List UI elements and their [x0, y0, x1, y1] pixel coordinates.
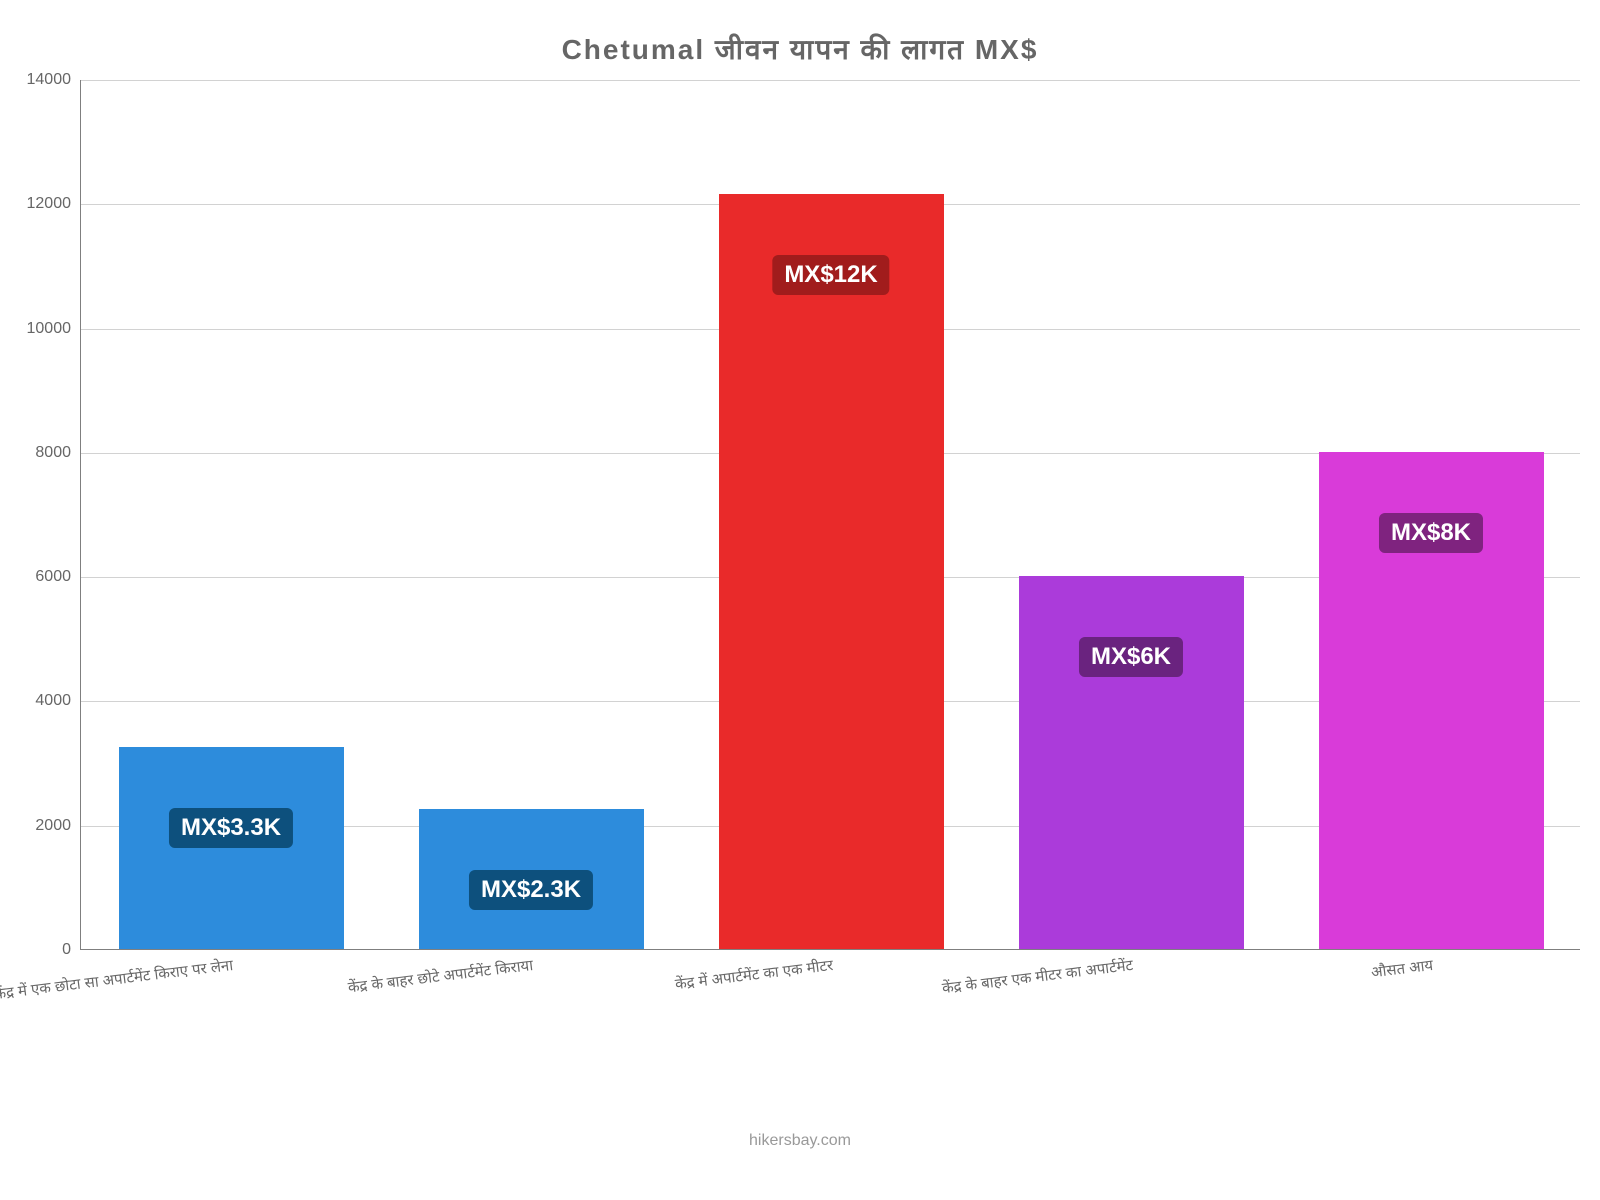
y-tick-label: 6000 [35, 568, 81, 586]
x-tick-label: केंद्र के बाहर एक मीटर का अपार्टमेंट [873, 949, 1134, 1006]
y-tick-label: 8000 [35, 444, 81, 462]
plot-area: 02000400060008000100001200014000MX$3.3Kक… [80, 80, 1580, 950]
y-tick-label: 10000 [27, 320, 82, 338]
gridline [81, 80, 1580, 81]
x-tick-label: औसत आय [1173, 949, 1434, 1006]
y-tick-label: 0 [62, 941, 81, 959]
value-label: MX$2.3K [469, 870, 593, 910]
x-tick-label: केंद्र में अपार्टमेंट का एक मीटर [573, 949, 834, 1006]
bar [1019, 576, 1244, 949]
value-label: MX$3.3K [169, 808, 293, 848]
y-tick-label: 4000 [35, 692, 81, 710]
y-tick-label: 12000 [27, 195, 82, 213]
attribution-text: hikersbay.com [0, 1132, 1600, 1150]
bar [719, 194, 944, 949]
x-tick-label: केंद्र में एक छोटा सा अपार्टमेंट किराए प… [0, 949, 234, 1006]
value-label: MX$6K [1079, 637, 1183, 677]
value-label: MX$8K [1379, 513, 1483, 553]
y-tick-label: 14000 [27, 71, 82, 89]
x-tick-label: केंद्र के बाहर छोटे अपार्टमेंट किराया [273, 949, 534, 1006]
y-tick-label: 2000 [35, 817, 81, 835]
value-label: MX$12K [772, 255, 889, 295]
chart-title: Chetumal जीवन यापन की लागत MX$ [0, 30, 1600, 68]
